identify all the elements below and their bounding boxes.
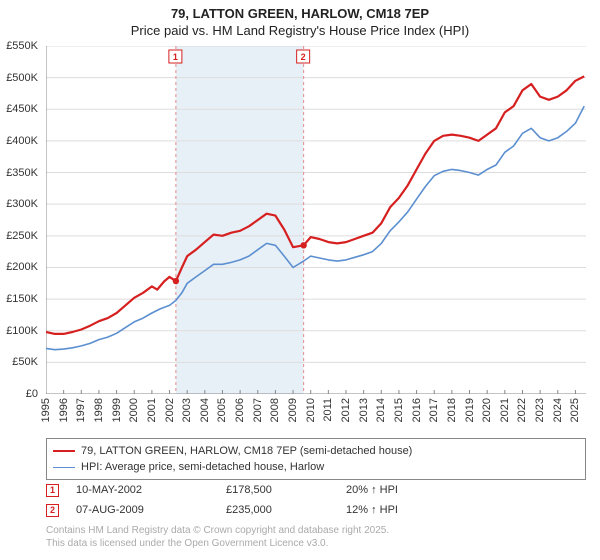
markers-table: 1 10-MAY-2002 £178,500 20% ↑ HPI 2 07-AU… <box>46 480 586 520</box>
y-tick-label: £0 <box>26 388 38 400</box>
x-tick-label: 2019 <box>464 398 476 422</box>
marker-2-date: 07-AUG-2009 <box>76 504 226 516</box>
x-tick-label: 2009 <box>287 398 299 422</box>
x-tick-label: 2000 <box>128 398 140 422</box>
footer: Contains HM Land Registry data © Crown c… <box>46 524 389 550</box>
title-line-2: Price paid vs. HM Land Registry's House … <box>0 23 600 38</box>
x-tick-label: 2007 <box>252 398 264 422</box>
x-tick-label: 1999 <box>111 398 123 422</box>
y-tick-label: £550K <box>6 40 38 52</box>
y-tick-label: £200K <box>6 261 38 273</box>
x-tick-label: 1997 <box>75 398 87 422</box>
x-tick-label: 2015 <box>393 398 405 422</box>
title-line-1: 79, LATTON GREEN, HARLOW, CM18 7EP <box>0 6 600 21</box>
x-tick-label: 2012 <box>340 398 352 422</box>
chart-area: 12 £0£50K£100K£150K£200K£250K£300K£350K£… <box>46 46 586 394</box>
marker-box-1: 1 <box>46 484 59 497</box>
x-tick-label: 2006 <box>234 398 246 422</box>
svg-text:1: 1 <box>173 52 178 62</box>
marker-row-2: 2 07-AUG-2009 £235,000 12% ↑ HPI <box>46 500 586 520</box>
x-tick-label: 1995 <box>40 398 52 422</box>
x-tick-label: 2017 <box>428 398 440 422</box>
marker-1-date: 10-MAY-2002 <box>76 484 226 496</box>
x-tick-label: 2025 <box>569 398 581 422</box>
footer-line-1: Contains HM Land Registry data © Crown c… <box>46 524 389 537</box>
y-tick-label: £350K <box>6 167 38 179</box>
y-tick-label: £500K <box>6 72 38 84</box>
x-tick-label: 2003 <box>181 398 193 422</box>
legend-swatch-2 <box>53 467 75 468</box>
x-tick-label: 2001 <box>146 398 158 422</box>
marker-1-delta: 20% ↑ HPI <box>346 484 466 496</box>
chart-title-block: 79, LATTON GREEN, HARLOW, CM18 7EP Price… <box>0 0 600 38</box>
x-tick-label: 2020 <box>481 398 493 422</box>
x-tick-label: 2002 <box>164 398 176 422</box>
x-tick-label: 2010 <box>305 398 317 422</box>
y-tick-label: £100K <box>6 325 38 337</box>
marker-1-price: £178,500 <box>226 484 346 496</box>
x-tick-label: 2016 <box>411 398 423 422</box>
x-tick-label: 1998 <box>93 398 105 422</box>
marker-2-delta: 12% ↑ HPI <box>346 504 466 516</box>
svg-text:2: 2 <box>301 52 306 62</box>
chart-svg: 12 <box>46 46 586 394</box>
x-tick-label: 2004 <box>199 398 211 422</box>
y-tick-label: £400K <box>6 135 38 147</box>
legend-swatch-1 <box>53 450 75 452</box>
y-tick-label: £250K <box>6 230 38 242</box>
y-tick-label: £450K <box>6 103 38 115</box>
x-tick-label: 2011 <box>322 398 334 422</box>
x-tick-label: 2013 <box>358 398 370 422</box>
y-tick-label: £150K <box>6 293 38 305</box>
marker-box-2: 2 <box>46 504 59 517</box>
y-tick-label: £300K <box>6 198 38 210</box>
x-tick-label: 2014 <box>375 398 387 422</box>
x-tick-label: 2005 <box>216 398 228 422</box>
legend: 79, LATTON GREEN, HARLOW, CM18 7EP (semi… <box>46 438 586 480</box>
x-tick-label: 2022 <box>516 398 528 422</box>
legend-row-series-2: HPI: Average price, semi-detached house,… <box>53 459 579 475</box>
legend-label-2: HPI: Average price, semi-detached house,… <box>81 459 324 475</box>
x-tick-label: 2024 <box>552 398 564 422</box>
marker-row-1: 1 10-MAY-2002 £178,500 20% ↑ HPI <box>46 480 586 500</box>
marker-2-price: £235,000 <box>226 504 346 516</box>
x-tick-label: 2021 <box>499 398 511 422</box>
legend-row-series-1: 79, LATTON GREEN, HARLOW, CM18 7EP (semi… <box>53 443 579 459</box>
footer-line-2: This data is licensed under the Open Gov… <box>46 537 389 550</box>
x-tick-label: 2018 <box>446 398 458 422</box>
legend-label-1: 79, LATTON GREEN, HARLOW, CM18 7EP (semi… <box>81 443 412 459</box>
x-tick-label: 1996 <box>58 398 70 422</box>
y-tick-label: £50K <box>12 356 38 368</box>
x-tick-label: 2023 <box>534 398 546 422</box>
x-tick-label: 2008 <box>269 398 281 422</box>
